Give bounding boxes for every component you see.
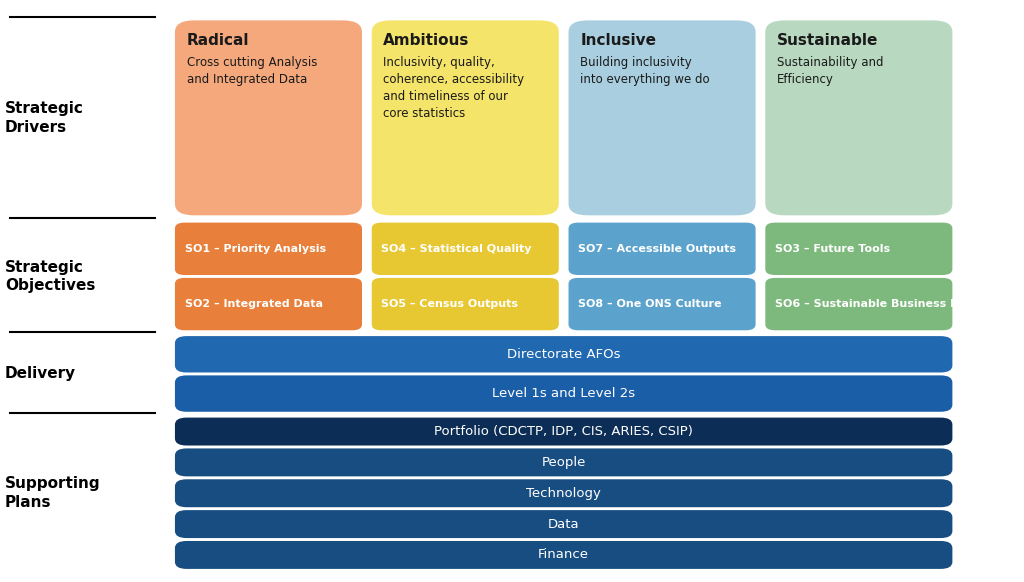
FancyBboxPatch shape xyxy=(568,278,756,331)
Text: SO4 – Statistical Quality: SO4 – Statistical Quality xyxy=(382,244,531,254)
FancyBboxPatch shape xyxy=(372,278,559,331)
FancyBboxPatch shape xyxy=(175,223,362,275)
Text: Strategic
Objectives: Strategic Objectives xyxy=(5,260,95,293)
Text: Finance: Finance xyxy=(539,548,589,562)
FancyBboxPatch shape xyxy=(372,223,559,275)
Text: Supporting
Plans: Supporting Plans xyxy=(5,477,100,510)
Text: SO3 – Future Tools: SO3 – Future Tools xyxy=(775,244,890,254)
Text: Inclusive: Inclusive xyxy=(581,33,656,48)
FancyBboxPatch shape xyxy=(175,418,952,446)
Text: Delivery: Delivery xyxy=(5,367,76,381)
Text: SO6 – Sustainable Business Model: SO6 – Sustainable Business Model xyxy=(775,299,988,309)
FancyBboxPatch shape xyxy=(175,336,952,372)
FancyBboxPatch shape xyxy=(568,223,756,275)
FancyBboxPatch shape xyxy=(175,480,952,508)
Text: Strategic
Drivers: Strategic Drivers xyxy=(5,101,84,134)
FancyBboxPatch shape xyxy=(175,278,362,331)
FancyBboxPatch shape xyxy=(175,20,362,215)
Text: SO1 – Priority Analysis: SO1 – Priority Analysis xyxy=(184,244,326,254)
Text: SO5 – Census Outputs: SO5 – Census Outputs xyxy=(382,299,518,309)
FancyBboxPatch shape xyxy=(765,278,952,331)
Text: Data: Data xyxy=(548,517,580,531)
Text: Sustainability and
Efficiency: Sustainability and Efficiency xyxy=(777,56,884,87)
Text: Directorate AFOs: Directorate AFOs xyxy=(507,348,621,361)
Text: Sustainable: Sustainable xyxy=(777,33,879,48)
Text: SO8 – One ONS Culture: SO8 – One ONS Culture xyxy=(579,299,722,309)
Text: Building inclusivity
into everything we do: Building inclusivity into everything we … xyxy=(581,56,710,87)
Text: Portfolio (CDCTP, IDP, CIS, ARIES, CSIP): Portfolio (CDCTP, IDP, CIS, ARIES, CSIP) xyxy=(434,425,693,438)
FancyBboxPatch shape xyxy=(175,375,952,412)
Text: People: People xyxy=(542,456,586,469)
Text: Radical: Radical xyxy=(186,33,249,48)
FancyBboxPatch shape xyxy=(568,20,756,215)
FancyBboxPatch shape xyxy=(175,541,952,569)
Text: SO2 – Integrated Data: SO2 – Integrated Data xyxy=(184,299,323,309)
Text: Ambitious: Ambitious xyxy=(383,33,470,48)
Text: Inclusivity, quality,
coherence, accessibility
and timeliness of our
core statis: Inclusivity, quality, coherence, accessi… xyxy=(383,56,524,120)
FancyBboxPatch shape xyxy=(175,510,952,538)
Text: Technology: Technology xyxy=(526,487,601,500)
FancyBboxPatch shape xyxy=(765,20,952,215)
FancyBboxPatch shape xyxy=(175,449,952,476)
Text: Level 1s and Level 2s: Level 1s and Level 2s xyxy=(493,387,635,400)
FancyBboxPatch shape xyxy=(765,223,952,275)
Text: SO7 – Accessible Outputs: SO7 – Accessible Outputs xyxy=(579,244,736,254)
FancyBboxPatch shape xyxy=(372,20,559,215)
Text: Cross cutting Analysis
and Integrated Data: Cross cutting Analysis and Integrated Da… xyxy=(186,56,317,87)
